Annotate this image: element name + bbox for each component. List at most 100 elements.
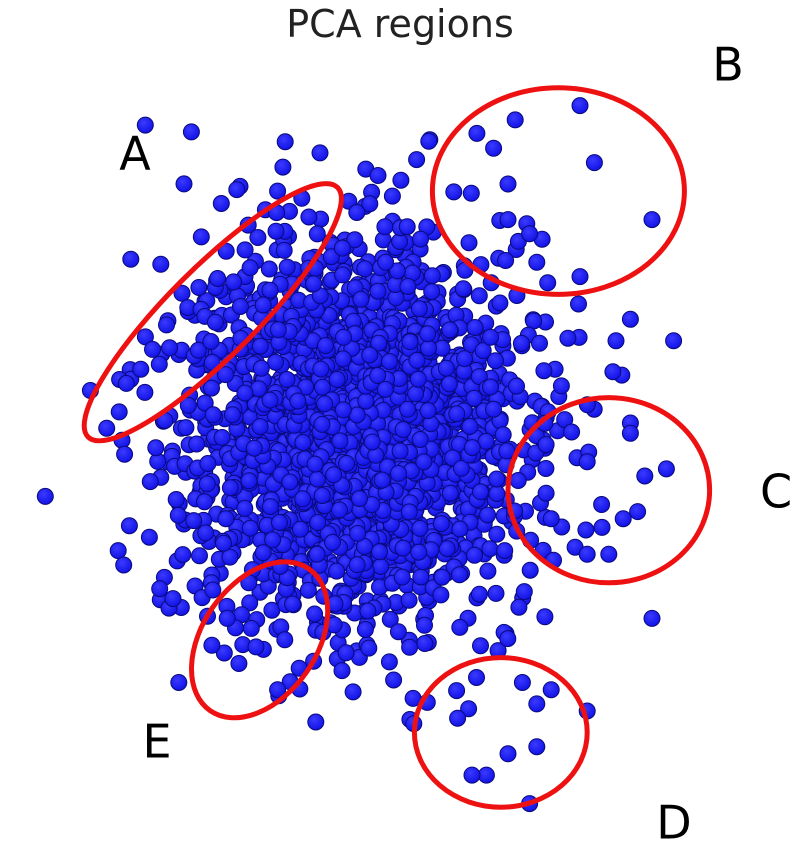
data-point <box>388 262 406 280</box>
data-point <box>260 260 278 278</box>
data-point <box>167 491 185 508</box>
data-point <box>312 360 330 378</box>
chart-title: PCA regions <box>286 2 514 46</box>
data-point <box>380 653 398 671</box>
data-point <box>636 467 654 485</box>
data-point <box>621 424 639 442</box>
data-point <box>400 503 418 521</box>
data-point <box>141 473 159 491</box>
data-point <box>242 619 260 637</box>
data-point <box>563 423 581 441</box>
data-point <box>460 700 478 718</box>
data-point <box>231 298 249 315</box>
data-point <box>508 377 525 395</box>
data-point <box>499 211 517 229</box>
data-point <box>276 133 294 151</box>
data-point <box>643 211 661 229</box>
data-point <box>269 321 287 339</box>
data-point <box>324 533 341 551</box>
data-point <box>535 362 553 380</box>
data-point <box>472 483 489 501</box>
data-point <box>307 713 325 731</box>
data-point <box>463 766 481 784</box>
data-point <box>411 519 429 537</box>
data-point <box>571 97 589 115</box>
data-point <box>261 498 279 516</box>
data-point <box>182 123 200 141</box>
data-point <box>209 270 227 287</box>
data-point <box>528 253 546 271</box>
data-point <box>308 545 326 563</box>
data-point <box>408 151 426 169</box>
data-point <box>451 618 469 636</box>
data-point <box>381 353 398 370</box>
data-point <box>440 375 458 393</box>
data-point <box>252 359 270 377</box>
data-point <box>470 287 488 305</box>
data-point <box>132 360 150 378</box>
data-point <box>496 542 514 560</box>
data-point <box>245 439 263 457</box>
data-point <box>509 472 527 489</box>
data-point <box>363 433 381 451</box>
region-e-label: E <box>142 715 171 769</box>
data-point <box>537 484 555 502</box>
data-point <box>578 453 596 471</box>
data-point <box>420 132 438 150</box>
data-point <box>452 459 470 477</box>
data-point <box>251 337 269 355</box>
data-point <box>416 635 434 652</box>
data-point <box>306 605 324 623</box>
data-point <box>192 228 210 246</box>
data-point <box>115 556 133 574</box>
data-point <box>482 378 499 396</box>
data-point <box>510 598 528 616</box>
data-point <box>198 475 216 493</box>
data-point <box>196 493 213 511</box>
data-point <box>236 384 254 402</box>
data-point <box>309 514 327 531</box>
data-point <box>109 542 127 560</box>
data-point <box>247 638 265 656</box>
data-point <box>494 426 512 444</box>
data-point <box>203 636 221 654</box>
data-point <box>190 279 208 296</box>
data-point <box>328 370 346 388</box>
data-point <box>313 415 331 433</box>
data-point <box>346 231 364 249</box>
data-point <box>278 371 296 388</box>
data-point <box>334 266 352 284</box>
data-point <box>251 418 269 436</box>
data-point <box>271 514 288 531</box>
data-point <box>614 510 632 528</box>
data-point <box>377 253 395 271</box>
data-point <box>236 241 254 259</box>
data-point <box>521 561 539 579</box>
data-point <box>177 419 195 437</box>
data-point <box>351 490 368 508</box>
data-point <box>412 568 430 586</box>
data-point <box>470 585 488 603</box>
data-point <box>300 208 318 226</box>
data-point <box>348 556 366 574</box>
data-point <box>317 337 334 355</box>
data-point <box>451 520 469 538</box>
data-point <box>536 608 554 626</box>
data-point <box>335 328 352 346</box>
data-point <box>399 278 417 295</box>
data-point <box>275 241 293 259</box>
data-point <box>461 418 479 435</box>
data-point <box>412 230 429 248</box>
data-point <box>488 470 506 488</box>
data-point <box>361 346 379 364</box>
data-point <box>399 400 417 418</box>
data-point <box>385 671 403 689</box>
data-point <box>512 334 530 352</box>
data-point <box>241 594 259 612</box>
data-point <box>445 183 463 201</box>
data-point <box>151 580 169 598</box>
data-point <box>477 766 495 784</box>
data-point <box>571 268 589 286</box>
data-point <box>333 662 351 680</box>
